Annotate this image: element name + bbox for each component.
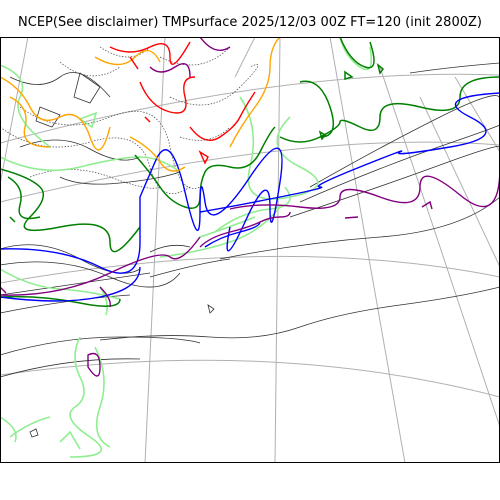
contour-line xyxy=(229,37,281,148)
contour-line xyxy=(198,150,209,165)
longitude-line xyxy=(274,37,281,463)
contour-line xyxy=(0,272,151,296)
contour-line xyxy=(318,130,327,141)
contour-line xyxy=(0,261,181,288)
contour-line xyxy=(189,91,256,141)
contour-line xyxy=(376,63,385,75)
contour-line xyxy=(199,92,500,213)
contour-line xyxy=(94,49,161,66)
contour-line xyxy=(229,166,500,210)
latitude-line xyxy=(0,255,500,284)
contour-line xyxy=(299,122,500,203)
contour-line xyxy=(73,72,101,104)
contour-line xyxy=(9,416,51,438)
map-title: NCEP(See disclaimer) TMPsurface 2025/12/… xyxy=(18,15,482,30)
contour-line xyxy=(129,136,186,172)
map-panel xyxy=(0,37,500,463)
contour-line xyxy=(0,358,141,378)
contour-line xyxy=(87,352,101,377)
latitude-line xyxy=(0,359,500,398)
contour-line xyxy=(99,286,500,341)
contour-line xyxy=(59,171,181,185)
contour-line xyxy=(339,37,375,69)
contour-line xyxy=(29,428,39,438)
contour-line xyxy=(0,76,111,151)
contour-line xyxy=(207,304,215,314)
contour-line xyxy=(78,111,98,129)
contour-line xyxy=(344,70,354,80)
contour-line xyxy=(199,216,256,238)
contour-line xyxy=(199,211,291,248)
contour-line xyxy=(9,96,51,148)
contour-line xyxy=(149,63,191,78)
contour-line xyxy=(421,200,433,210)
contour-line xyxy=(69,336,102,458)
contour-line xyxy=(0,416,17,443)
contour-line xyxy=(109,41,191,65)
contour-line xyxy=(0,168,141,253)
red-contours xyxy=(109,41,256,165)
contour-line xyxy=(299,80,335,138)
longitude-line xyxy=(419,96,500,268)
contour-line xyxy=(94,346,111,448)
dotted-contour xyxy=(29,169,161,189)
longitude-line xyxy=(329,37,406,463)
contour-line xyxy=(99,286,111,308)
contour-line xyxy=(199,37,231,51)
contour-line xyxy=(9,216,16,223)
purple-contours xyxy=(0,37,500,377)
contour-line xyxy=(0,336,201,356)
contour-line xyxy=(149,244,191,253)
contour-line xyxy=(59,430,81,450)
contour-line xyxy=(0,236,201,296)
contour-line xyxy=(0,64,51,148)
contour-line xyxy=(149,258,231,278)
black-contours xyxy=(0,62,500,438)
longitude-line xyxy=(234,37,256,78)
contour-line xyxy=(9,72,111,98)
contour-line xyxy=(129,56,139,70)
contour-line xyxy=(344,216,359,219)
contour-line xyxy=(0,268,121,300)
latitude-line xyxy=(0,141,500,203)
contour-line xyxy=(0,266,141,302)
contour-line xyxy=(144,116,151,123)
contour-line xyxy=(204,221,261,248)
blue-contours xyxy=(0,92,500,302)
orange-contours xyxy=(0,37,281,172)
contour-line xyxy=(339,37,373,71)
longitude-line xyxy=(379,66,500,428)
contour-line xyxy=(289,146,500,218)
latitude-line xyxy=(0,73,500,144)
contour-line xyxy=(134,126,276,209)
contour-line xyxy=(7,176,41,220)
dotted-contour xyxy=(169,64,259,106)
contour-line xyxy=(159,206,281,258)
contour-line xyxy=(0,295,121,307)
contour-line xyxy=(309,95,500,188)
dotted-contour xyxy=(59,61,121,77)
longitude-line xyxy=(0,37,29,188)
contour-line xyxy=(409,62,500,74)
contour-line xyxy=(219,196,500,260)
contour-line xyxy=(139,76,196,114)
